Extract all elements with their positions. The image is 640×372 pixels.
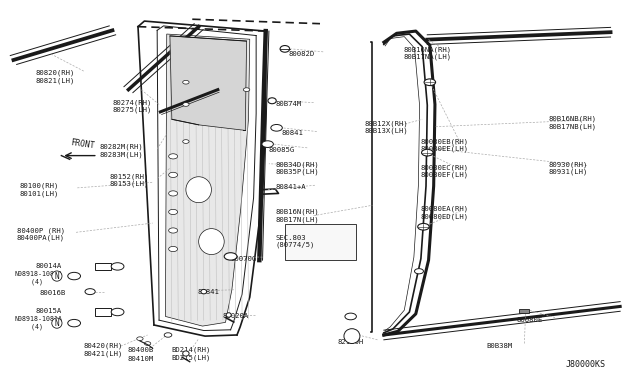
Text: 80930(RH)
80931(LH): 80930(RH) 80931(LH) [548,161,588,175]
Ellipse shape [344,329,360,343]
Text: 80841+A: 80841+A [275,184,306,190]
Ellipse shape [182,351,189,356]
Circle shape [182,80,189,84]
Circle shape [169,228,177,233]
Circle shape [85,289,95,295]
Ellipse shape [280,45,290,52]
Ellipse shape [226,313,231,317]
Circle shape [345,313,356,320]
Text: 80410M: 80410M [127,356,154,362]
Text: 80014A: 80014A [36,263,62,269]
Text: 80080EA(RH)
80080ED(LH): 80080EA(RH) 80080ED(LH) [421,206,469,220]
Text: BD214(RH)
BD215(LH): BD214(RH) BD215(LH) [172,346,211,360]
Text: 80B34D(RH)
80B35P(LH): 80B34D(RH) 80B35P(LH) [275,161,319,175]
Circle shape [182,140,189,143]
Text: 80400P (RH)
80400PA(LH): 80400P (RH) 80400PA(LH) [17,227,65,241]
Text: B0B38M: B0B38M [486,343,512,349]
Text: J80000KS: J80000KS [566,360,606,369]
Circle shape [164,333,172,337]
Text: 80B12X(RH)
80B13X(LH): 80B12X(RH) 80B13X(LH) [365,121,408,134]
Ellipse shape [198,229,224,254]
Text: N: N [54,272,60,280]
Text: 80085G: 80085G [269,147,295,153]
Text: 80070G: 80070G [230,256,257,262]
Circle shape [271,125,282,131]
Text: 80100(RH)
80101(LH): 80100(RH) 80101(LH) [20,183,60,197]
Circle shape [169,209,177,215]
Ellipse shape [186,177,211,203]
Polygon shape [170,36,246,131]
Circle shape [182,103,189,106]
Text: 80B16NA(RH)
80B17NA(LH): 80B16NA(RH) 80B17NA(LH) [403,46,451,60]
Circle shape [145,341,151,345]
Circle shape [111,263,124,270]
Text: 80B16N(RH)
80B17N(LH): 80B16N(RH) 80B17N(LH) [275,209,319,223]
Circle shape [169,246,177,251]
Text: 80B16NB(RH)
80B17NB(LH): 80B16NB(RH) 80B17NB(LH) [548,116,596,130]
Text: FRONT: FRONT [70,138,95,151]
Bar [285,224,356,260]
Text: 80400B: 80400B [127,347,154,353]
Text: 80282M(RH)
80283M(LH): 80282M(RH) 80283M(LH) [100,144,143,158]
Circle shape [422,149,433,156]
Ellipse shape [201,289,207,294]
Text: 80080E: 80080E [516,317,543,323]
Bar [95,263,111,270]
Bar [519,309,529,313]
Text: 80152(RH)
80153(LH): 80152(RH) 80153(LH) [109,173,148,187]
Circle shape [243,88,250,92]
Text: N08918-1081A
    (4): N08918-1081A (4) [15,316,63,330]
Circle shape [169,191,177,196]
Text: 80016B: 80016B [39,290,65,296]
Text: 80080EB(RH)
80080EE(LH): 80080EB(RH) 80080EE(LH) [421,138,469,152]
Circle shape [68,320,81,327]
Circle shape [137,337,143,340]
Bar [95,308,111,316]
Circle shape [262,141,273,147]
Text: 82120H: 82120H [338,339,364,345]
Circle shape [418,224,429,230]
Text: 80841: 80841 [197,289,220,295]
Circle shape [111,308,124,316]
Text: 80841: 80841 [282,130,303,136]
Polygon shape [166,34,250,326]
Circle shape [68,272,81,280]
Circle shape [169,154,177,159]
Text: 80020A: 80020A [223,314,249,320]
Text: N: N [54,319,60,328]
Text: 80420(RH)
80421(LH): 80420(RH) 80421(LH) [84,343,123,357]
Text: 80080EC(RH)
80080EF(LH): 80080EC(RH) 80080EF(LH) [421,164,469,178]
Text: 80B74M: 80B74M [275,102,301,108]
Text: 80015A: 80015A [36,308,62,314]
Ellipse shape [268,98,276,104]
Circle shape [415,269,424,274]
Text: N08918-1081A
    (4): N08918-1081A (4) [15,271,63,285]
Text: SEC.803
(80774/5): SEC.803 (80774/5) [275,235,315,248]
Circle shape [169,172,177,177]
Text: 80820(RH)
80821(LH): 80820(RH) 80821(LH) [36,70,75,84]
Circle shape [424,79,436,86]
Text: 80082D: 80082D [288,51,314,57]
Text: 80274(RH)
80275(LH): 80274(RH) 80275(LH) [113,99,152,113]
Circle shape [224,253,237,260]
